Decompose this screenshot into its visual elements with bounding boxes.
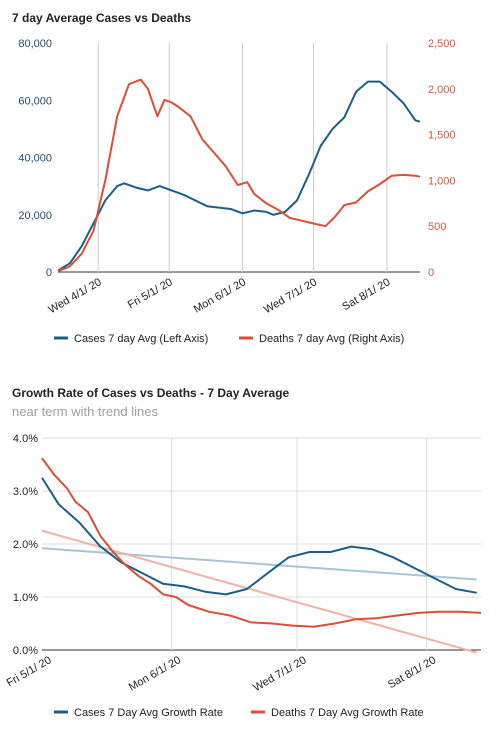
cases-growth-line (41, 477, 477, 596)
chart1-legend: Cases 7 day Avg (Left Axis) Deaths 7 day… (54, 333, 404, 345)
chart1-right-tick: 0 (428, 267, 434, 279)
chart1-x-tick: Sat 8/1/ 20 (340, 276, 392, 313)
chart2-y-tick: 3.0% (13, 486, 38, 498)
chart1-x-tick: Fri 5/1/ 20 (126, 276, 175, 311)
cases-line (57, 80, 421, 272)
legend-cases-label: Cases 7 day Avg (Left Axis) (74, 333, 208, 345)
chart2-y-tick: 0.0% (13, 645, 38, 657)
chart1-x-tick: Mon 6/1/ 20 (192, 276, 248, 315)
chart1-right-tick: 2,000 (428, 84, 456, 96)
deaths-line (57, 78, 421, 273)
chart2-subtitle: near term with trend lines (12, 404, 158, 419)
chart1-left-tick: 80,000 (18, 38, 52, 50)
legend-deaths-label: Deaths 7 day Avg (Right Axis) (259, 333, 404, 345)
chart1-x-tick: Wed 7/1/ 20 (262, 276, 319, 316)
chart1-x-tick: Wed 4/1/ 20 (47, 276, 104, 316)
chart1-right-tick: 2,500 (428, 38, 456, 50)
chart2-x-tick: Fri 5/1/ 20 (5, 654, 54, 689)
chart2-y-tick: 2.0% (13, 539, 38, 551)
chart1-left-tick: 60,000 (18, 95, 52, 107)
chart2-title: Growth Rate of Cases vs Deaths - 7 Day A… (12, 386, 290, 400)
growth-rate-chart: Growth Rate of Cases vs Deaths - 7 Day A… (5, 386, 482, 719)
chart2-x-tick: Wed 7/1/ 20 (251, 654, 308, 694)
chart1-right-tick: 1,000 (428, 175, 456, 187)
cases-deaths-chart: 7 day Average Cases vs Deaths 0 20,000 40,… (12, 11, 456, 345)
chart2-y-tick: 1.0% (13, 592, 38, 604)
chart1-left-tick: 40,000 (18, 153, 52, 165)
chart1-title: 7 day Average Cases vs Deaths (12, 11, 192, 25)
legend-deaths-growth-label: Deaths 7 Day Avg Growth Rate (271, 707, 424, 719)
chart2-legend: Cases 7 Day Avg Growth Rate Deaths 7 Day… (54, 707, 424, 719)
deaths-trend-line (41, 529, 478, 654)
chart1-left-tick: 0 (46, 267, 52, 279)
chart2-y-tick: 4.0% (13, 433, 38, 445)
legend-cases-growth-label: Cases 7 Day Avg Growth Rate (74, 707, 223, 719)
chart1-right-tick: 500 (428, 221, 446, 233)
deaths-growth-line (41, 457, 482, 628)
chart2-x-tick: Sat 8/1/ 20 (386, 654, 438, 691)
chart2-x-tick: Mon 6/1/ 20 (127, 654, 183, 693)
chart1-left-tick: 20,000 (18, 210, 52, 222)
chart1-right-tick: 1,500 (428, 130, 456, 142)
